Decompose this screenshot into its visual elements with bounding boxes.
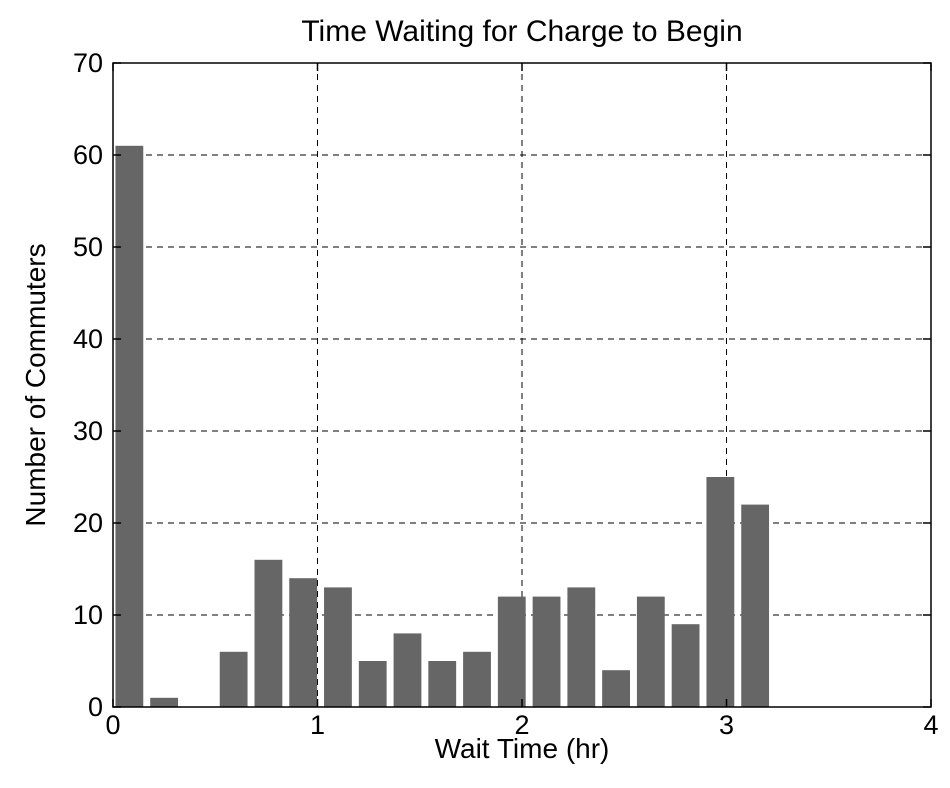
histogram-bar bbox=[150, 697, 179, 707]
y-axis-title: Number of Commuters bbox=[20, 243, 51, 526]
y-tick-label: 50 bbox=[73, 232, 103, 262]
histogram-bar bbox=[254, 559, 283, 707]
histogram-bar bbox=[497, 596, 526, 707]
y-tick-label: 40 bbox=[73, 324, 103, 354]
y-tick-label: 30 bbox=[73, 416, 103, 446]
histogram-bar bbox=[532, 596, 561, 707]
y-tick-label: 60 bbox=[73, 140, 103, 170]
histogram-bar bbox=[428, 661, 457, 707]
y-tick-label: 0 bbox=[88, 692, 103, 722]
x-tick-label: 4 bbox=[923, 710, 938, 740]
x-axis-title: Wait Time (hr) bbox=[435, 733, 610, 764]
histogram-bar bbox=[358, 661, 387, 707]
histogram-bar bbox=[741, 504, 770, 707]
chart-title: Time Waiting for Charge to Begin bbox=[301, 15, 742, 48]
y-tick-labels: 0 10 20 30 40 50 60 70 bbox=[73, 48, 103, 722]
axis-ticks bbox=[112, 62, 932, 708]
x-tick-label: 3 bbox=[719, 710, 734, 740]
x-tick-label: 0 bbox=[105, 710, 120, 740]
histogram-bar bbox=[393, 633, 422, 707]
x-tick-labels: 0 1 2 3 4 bbox=[105, 710, 938, 740]
y-tick-label: 70 bbox=[73, 48, 103, 78]
histogram-bar bbox=[324, 587, 352, 707]
y-tick-label: 20 bbox=[73, 508, 103, 538]
histogram-bar bbox=[671, 624, 700, 707]
x-tick-label: 2 bbox=[514, 710, 529, 740]
histogram-bar bbox=[219, 651, 248, 707]
histogram-bar bbox=[115, 145, 144, 708]
x-tick-label: 1 bbox=[310, 710, 325, 740]
y-tick-label: 10 bbox=[73, 600, 103, 630]
histogram-bar bbox=[567, 587, 596, 707]
histogram-bar bbox=[706, 477, 735, 707]
histogram-bar bbox=[463, 651, 491, 707]
histogram-bar bbox=[289, 578, 318, 707]
histogram-bar bbox=[602, 670, 630, 707]
bars bbox=[115, 145, 770, 708]
histogram-bar bbox=[636, 596, 665, 707]
